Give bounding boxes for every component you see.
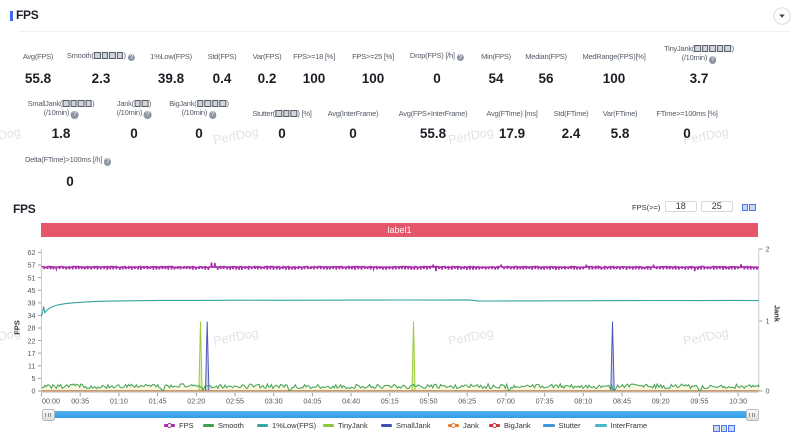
svg-text:0: 0	[32, 387, 36, 396]
svg-text:09:55: 09:55	[690, 396, 708, 405]
svg-text:08:45: 08:45	[613, 396, 631, 405]
svg-text:39: 39	[28, 299, 36, 308]
svg-text:62: 62	[28, 248, 36, 257]
svg-text:06:25: 06:25	[458, 396, 476, 405]
svg-text:01:10: 01:10	[110, 396, 128, 405]
svg-text:51: 51	[28, 273, 36, 282]
svg-text:FPS: FPS	[13, 320, 22, 335]
svg-text:05:50: 05:50	[420, 396, 438, 405]
svg-text:03:30: 03:30	[265, 396, 283, 405]
svg-text:1: 1	[766, 317, 770, 326]
svg-text:02:55: 02:55	[226, 396, 244, 405]
svg-text:04:40: 04:40	[342, 396, 360, 405]
svg-text:17: 17	[28, 349, 36, 358]
svg-text:5: 5	[32, 374, 36, 383]
svg-text:07:35: 07:35	[536, 396, 554, 405]
svg-text:0: 0	[766, 387, 770, 396]
svg-text:09:20: 09:20	[652, 396, 670, 405]
svg-text:07:00: 07:00	[497, 396, 515, 405]
svg-text:02:20: 02:20	[187, 396, 205, 405]
svg-text:22: 22	[28, 336, 36, 345]
svg-text:11: 11	[28, 362, 35, 371]
svg-text:01:45: 01:45	[149, 396, 167, 405]
svg-text:34: 34	[28, 311, 36, 320]
svg-text:2: 2	[766, 245, 770, 254]
svg-text:28: 28	[28, 324, 36, 333]
svg-text:00:35: 00:35	[71, 396, 89, 405]
svg-text:Jank: Jank	[773, 305, 782, 323]
svg-text:05:15: 05:15	[381, 396, 399, 405]
svg-text:00:00: 00:00	[42, 396, 60, 405]
svg-text:45: 45	[28, 286, 36, 295]
svg-text:57: 57	[28, 261, 36, 270]
svg-text:08:10: 08:10	[574, 396, 592, 405]
svg-text:10:30: 10:30	[729, 396, 747, 405]
svg-text:04:05: 04:05	[303, 396, 321, 405]
